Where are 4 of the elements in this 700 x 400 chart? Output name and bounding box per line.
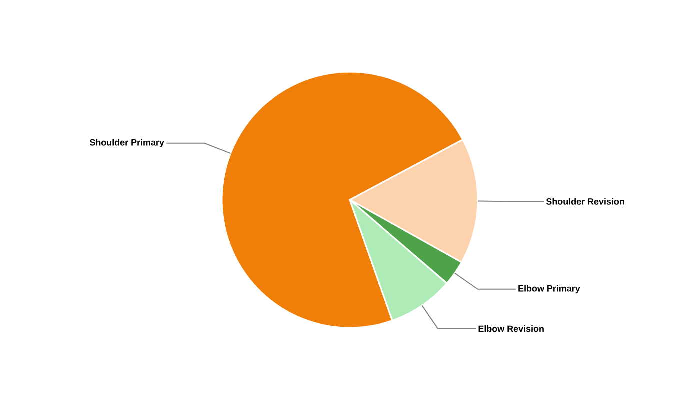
slice-label: Elbow Revision	[478, 326, 544, 332]
slice-label: Shoulder Revision	[546, 198, 624, 205]
slice-label: Elbow Primary	[518, 285, 580, 294]
slice-label: Shoulder Primary	[90, 139, 164, 148]
